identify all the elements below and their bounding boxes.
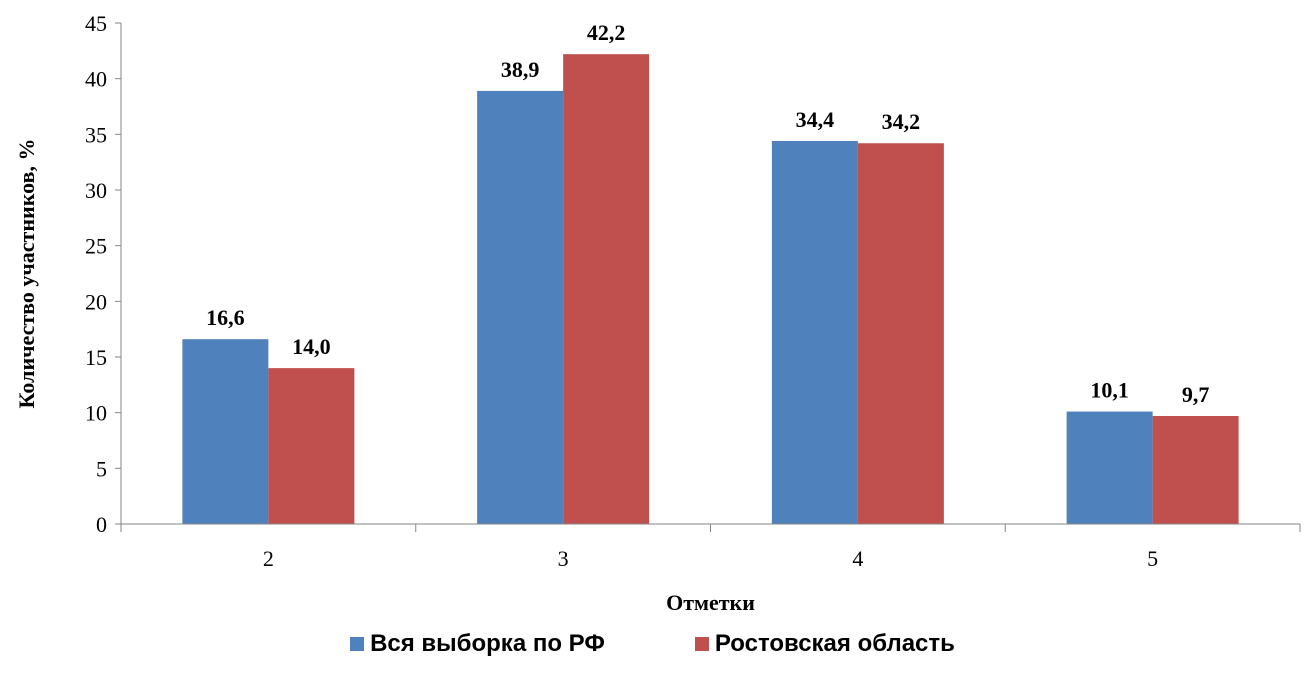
data-label: 34,2 [882, 109, 921, 134]
legend-label-rf: Вся выборка по РФ [370, 630, 605, 657]
legend-item-rf: Вся выборка по РФ [350, 630, 605, 658]
data-label: 34,4 [796, 107, 835, 132]
legend: Вся выборка по РФ Ростовская область [0, 630, 1305, 658]
legend-label-rostov: Ростовская область [714, 630, 955, 657]
legend-item-rostov: Ростовская область [694, 630, 955, 658]
bar [182, 339, 269, 524]
data-labels: 16,6 14,0 38,9 42,2 34,4 34,2 10,1 9,7 [206, 20, 1209, 407]
data-label: 38,9 [501, 57, 540, 82]
data-label: 14,0 [292, 334, 331, 359]
y-tick-label: 45 [85, 11, 107, 36]
data-label: 9,7 [1182, 382, 1210, 407]
y-tick-label: 15 [85, 345, 107, 370]
x-tick-label: 5 [1147, 546, 1158, 571]
y-axis-ticks: 0 5 10 15 20 25 30 35 40 45 [85, 11, 121, 537]
x-axis-title: Отметки [666, 590, 755, 615]
bar [477, 90, 564, 524]
x-axis-ticks: 2 3 4 5 [120, 524, 1301, 571]
y-tick-label: 5 [96, 456, 107, 481]
legend-swatch-rostov [694, 637, 709, 651]
legend-swatch-rf [350, 637, 365, 651]
bars [182, 54, 1239, 525]
bar [1066, 411, 1153, 524]
y-tick-label: 0 [96, 512, 107, 537]
bar [563, 54, 650, 524]
x-tick-label: 4 [852, 546, 863, 571]
y-tick-label: 30 [85, 178, 107, 203]
x-tick-label: 2 [263, 546, 274, 571]
y-tick-label: 25 [85, 234, 107, 259]
data-label: 10,1 [1090, 378, 1129, 403]
bar [1152, 416, 1239, 524]
bar [268, 368, 355, 524]
y-axis-title: Количество участников, % [14, 139, 39, 409]
y-tick-label: 10 [85, 401, 107, 426]
bar [857, 143, 944, 525]
x-tick-label: 3 [558, 546, 569, 571]
y-tick-label: 35 [85, 122, 107, 147]
bar [771, 141, 858, 524]
y-tick-label: 20 [85, 289, 107, 314]
y-tick-label: 40 [85, 67, 107, 92]
data-label: 16,6 [206, 305, 245, 330]
data-label: 42,2 [587, 20, 626, 45]
